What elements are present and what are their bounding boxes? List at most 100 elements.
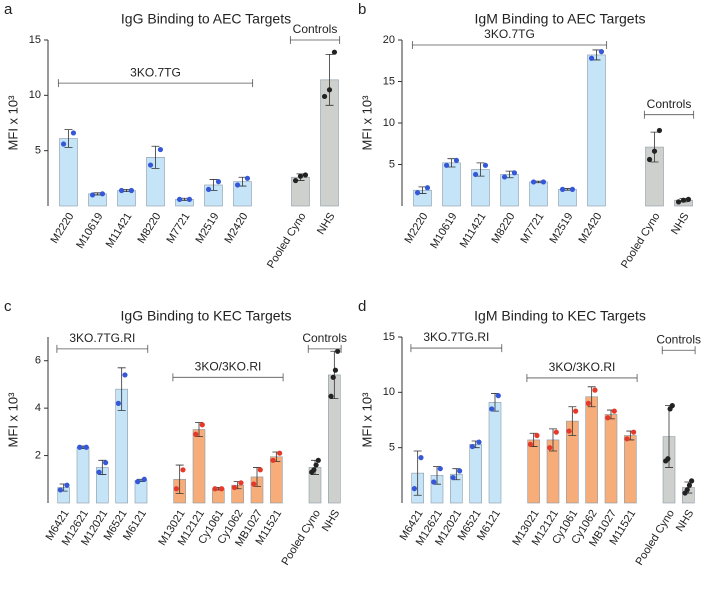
x-tick-label: M10619 (74, 211, 105, 251)
x-tick-label: M2220 (49, 211, 77, 246)
x-tick-label: M2420 (223, 211, 251, 246)
data-point (598, 49, 605, 55)
data-point (592, 387, 598, 393)
y-axis-label: MFI x 10³ (359, 95, 374, 151)
bracket (411, 40, 608, 49)
data-point (624, 436, 630, 442)
chart-title: IgG Binding to AEC Targets (121, 11, 291, 27)
bar (117, 190, 136, 207)
data-point (547, 445, 553, 451)
data-point (553, 429, 559, 435)
data-point (244, 175, 251, 181)
x-tick-label: M10619 (428, 211, 459, 251)
data-point (277, 450, 283, 456)
y-tick-label: 15 (383, 75, 395, 87)
bar (624, 435, 637, 504)
data-point (302, 172, 309, 178)
data-point (176, 196, 183, 202)
error-bar (117, 367, 126, 411)
data-point (57, 487, 63, 493)
data-point (611, 408, 617, 414)
data-point (270, 457, 276, 463)
data-point (205, 186, 212, 192)
bar (270, 456, 283, 504)
data-point (135, 479, 141, 485)
x-tick-label: M2519 (194, 211, 222, 246)
data-point (77, 444, 83, 450)
data-point (605, 415, 611, 421)
data-point (424, 185, 431, 191)
data-point (457, 468, 463, 474)
x-tick-label: M2420 (577, 211, 605, 246)
x-tick-label: M11421 (458, 211, 489, 250)
data-point (414, 190, 421, 196)
y-tick-label: 5 (389, 442, 395, 454)
y-tick-label: 15 (383, 331, 395, 343)
y-tick-label: 6 (35, 355, 41, 367)
data-point (631, 429, 637, 435)
y-tick-label: 5 (35, 145, 41, 157)
bracket (410, 344, 503, 353)
error-bar (175, 464, 184, 494)
bracket (661, 346, 696, 355)
group-label: Controls (647, 97, 692, 111)
data-point (559, 186, 566, 192)
data-point (534, 432, 540, 439)
x-tick-label: NHS (320, 508, 342, 534)
x-tick-label: M2519 (548, 211, 576, 246)
data-point (326, 87, 333, 93)
x-tick-label: Pooled Cyno (265, 211, 309, 271)
data-point (257, 467, 263, 473)
y-tick-label: 5 (389, 158, 395, 170)
bar (558, 189, 577, 207)
data-point (686, 482, 693, 488)
bar (527, 439, 540, 504)
data-point (292, 177, 299, 184)
y-tick-label: 2 (35, 449, 41, 461)
data-point (147, 162, 154, 168)
data-point (511, 170, 518, 176)
data-point (431, 479, 437, 485)
error-bar (413, 450, 422, 496)
x-tick-label: Pooled Cyno (633, 508, 677, 568)
x-tick-label: M7721 (519, 211, 547, 246)
error-bar (325, 53, 334, 106)
data-point (103, 460, 109, 466)
bar (529, 181, 548, 207)
y-axis-label: MFI x 10³ (5, 95, 20, 151)
data-point (315, 457, 321, 463)
panel-letter: c (4, 298, 12, 315)
data-point (588, 55, 595, 61)
data-point (469, 443, 475, 450)
bar (604, 414, 618, 504)
data-point (651, 148, 658, 154)
data-point (540, 179, 547, 185)
data-point (656, 127, 663, 134)
group-label: 3KO.7TG.RI (423, 330, 489, 344)
data-point (495, 393, 501, 399)
data-point (99, 191, 106, 197)
data-point (238, 480, 244, 486)
chart-title: IgM Binding to AEC Targets (475, 11, 646, 27)
group-label: Controls (293, 22, 338, 36)
data-point (215, 179, 222, 185)
group-label: 3KO/3KO.RI (549, 360, 616, 374)
data-point (569, 186, 576, 192)
data-point (418, 455, 424, 461)
error-bar (549, 428, 557, 452)
data-point (118, 187, 125, 194)
bracket (289, 36, 341, 44)
data-point (411, 486, 417, 492)
data-point (646, 156, 653, 163)
group-label: 3KO.7TG.RI (69, 331, 135, 345)
y-tick-label: 10 (29, 89, 41, 101)
bracket (172, 373, 284, 382)
data-point (122, 372, 128, 378)
bracket (526, 373, 638, 382)
y-axis-label: MFI x 10³ (5, 392, 20, 448)
data-point (128, 187, 135, 194)
bar (192, 429, 206, 504)
error-bar (592, 49, 601, 61)
y-tick-label: 20 (383, 34, 395, 46)
data-point (476, 439, 482, 445)
